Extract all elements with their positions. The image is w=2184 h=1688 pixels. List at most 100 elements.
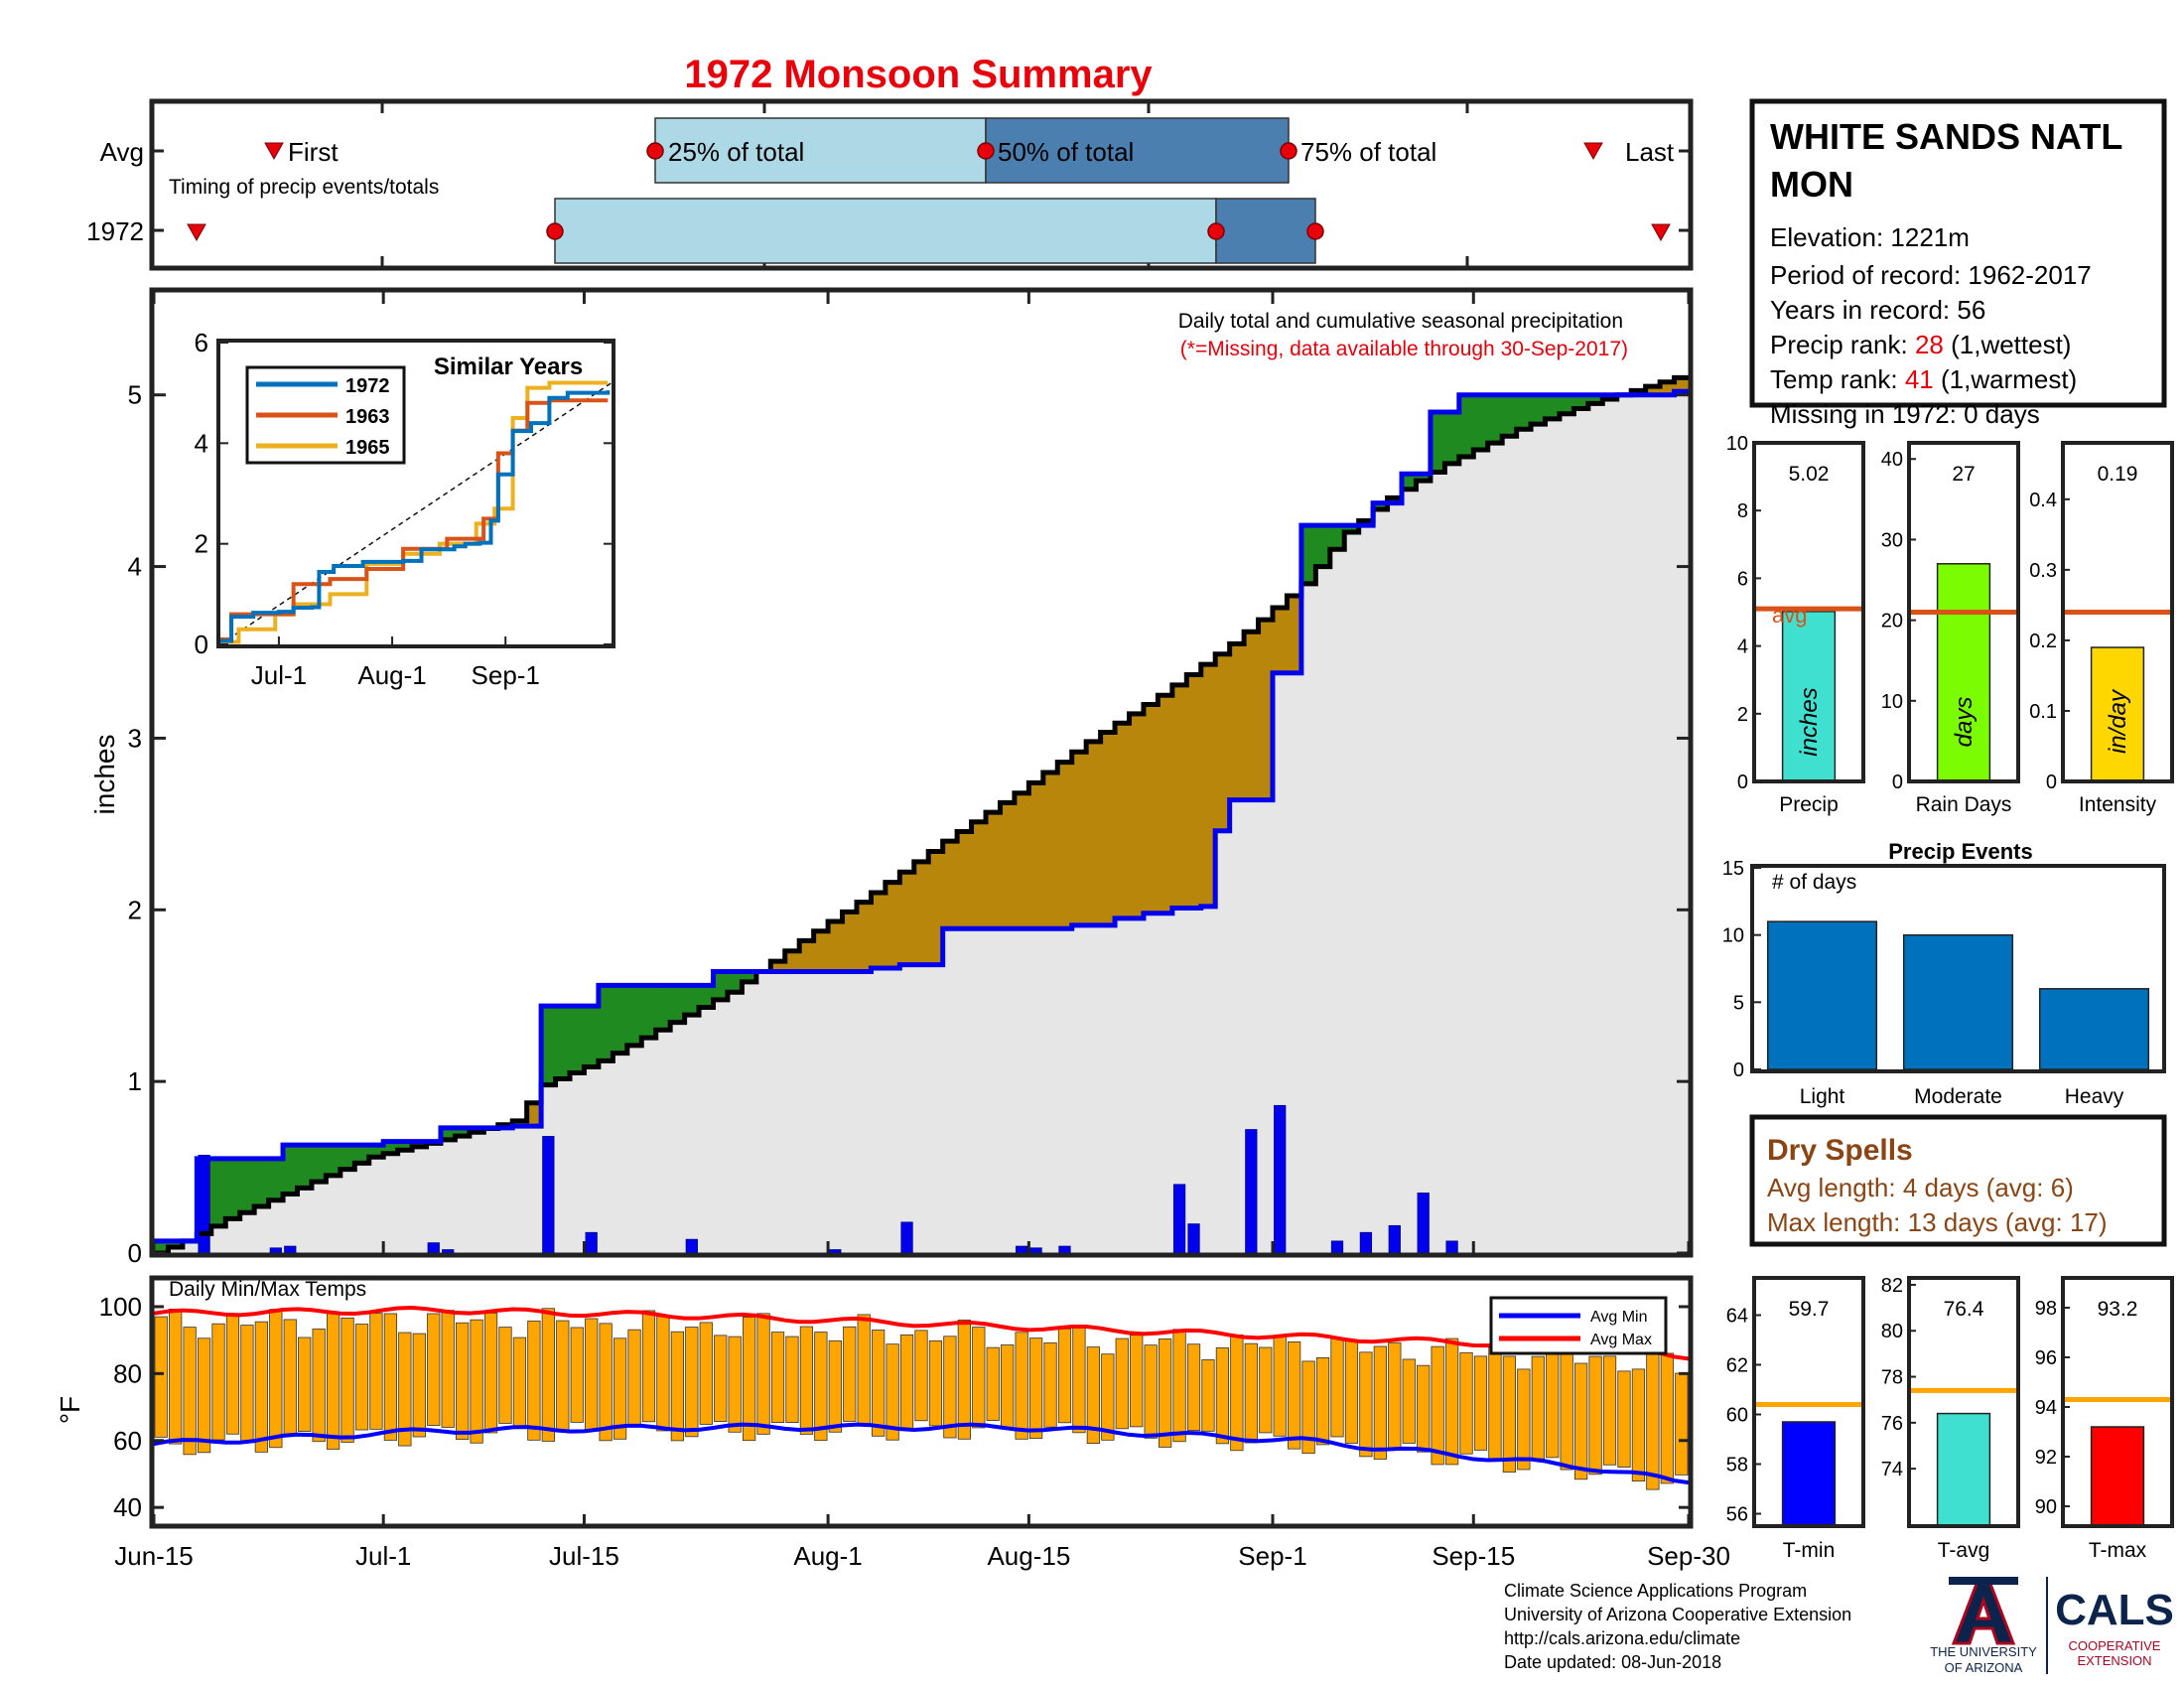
temps-xtick-label: Jun-15	[114, 1541, 194, 1571]
cumulative-diff-fill	[1115, 723, 1131, 918]
observed-cumulative-line	[154, 388, 1689, 1244]
cumulative-diff-fill	[1674, 377, 1690, 392]
summary-2-frame	[2061, 441, 2174, 783]
summary-0-value: 5.02	[1789, 463, 1830, 486]
summary-0-ytick-label: 4	[1737, 636, 1748, 658]
daily-temp-bar	[585, 1318, 599, 1431]
inset-xtick-label: Jul-1	[251, 660, 307, 690]
cals-logo-sub1: COOPERATIVE	[2069, 1638, 2161, 1653]
cumulative-diff-fill	[526, 1102, 542, 1127]
temp-summary-2-ytick-label: 94	[2035, 1397, 2057, 1419]
daily-temp-bar	[1359, 1351, 1373, 1458]
events-plot-area: Light Moderate Heavy 0 5 10 15	[1722, 858, 2162, 1108]
cumulative-diff-fill	[613, 985, 628, 1054]
daily-temp-bar	[1072, 1326, 1086, 1434]
daily-precip-bar	[585, 1231, 598, 1254]
cumulative-diff-fill	[885, 882, 900, 969]
timing-row-year-label: 1972	[86, 216, 144, 246]
cumulative-diff-fill	[1473, 394, 1489, 451]
cumulative-diff-fill	[899, 872, 915, 965]
temp-summary-0-ytick-label: 58	[1726, 1455, 1748, 1477]
daily-temp-bar	[1646, 1349, 1660, 1490]
daily-precip-bar	[1058, 1245, 1071, 1254]
daily-temp-bar	[1144, 1344, 1158, 1439]
temps-legend	[1489, 1296, 1668, 1355]
cumulative-diff-fill	[168, 1240, 184, 1247]
events-ytick-label: 15	[1722, 858, 1744, 880]
cumulative-diff-fill	[283, 1145, 299, 1195]
daily-temp-bar	[1043, 1341, 1057, 1428]
cumulative-diff-fill	[1258, 620, 1274, 800]
timing-last-label: Last	[1625, 137, 1675, 167]
daily-temp-bar	[512, 1336, 527, 1429]
cumulative-diff-fill	[670, 985, 686, 1023]
daily-temp-bar	[1431, 1345, 1444, 1466]
daily-temp-bar	[857, 1314, 871, 1425]
summary-2-ytick-label: 0	[2046, 772, 2057, 793]
daily-temp-bar	[570, 1327, 584, 1423]
cumulative-diff-fill	[297, 1145, 313, 1189]
cumulative-diff-fill	[1186, 674, 1202, 909]
cumulative-diff-fill	[1416, 474, 1432, 482]
daily-temp-bar	[1259, 1346, 1273, 1434]
daily-temp-bar	[972, 1327, 986, 1429]
cumulative-diff-fill	[1516, 394, 1532, 430]
precip-events-panel: Light Moderate Heavy 0 5 10 15 Precip Events #…	[1722, 839, 2166, 1108]
cumulative-diff-fill	[1215, 653, 1231, 831]
cumulative-diff-fill	[1042, 773, 1058, 929]
daily-precip-bar	[269, 1247, 282, 1254]
temp-summary-2-label: T-max	[2089, 1539, 2147, 1562]
daily-temp-bar	[1273, 1336, 1287, 1437]
daily-temp-bar	[154, 1316, 168, 1438]
daily-precip-bar	[1172, 1184, 1186, 1254]
cumulative-diff-fill	[440, 1127, 457, 1140]
temp-summary-panels: 56 58 60 62 64 59.7 T-min 74 76 78 80 82 76.4 T-avg 90…	[1726, 1275, 2174, 1562]
daily-temp-bar	[1631, 1368, 1646, 1481]
temp-summary-1-ytick-label: 74	[1881, 1459, 1903, 1480]
daily-temp-bar	[627, 1329, 641, 1428]
temp-summary-1-ytick-label: 80	[1881, 1321, 1903, 1342]
cumulative-diff-fill	[1444, 412, 1460, 464]
summary-1-ytick-label: 30	[1881, 529, 1903, 551]
temp-summary-2-frame	[2061, 1276, 2174, 1528]
temp-summary-0-label: T-min	[1783, 1539, 1836, 1562]
summary-1-unit: days	[1951, 697, 1978, 748]
daily-temp-bar	[383, 1313, 398, 1441]
daily-temp-bar	[1488, 1346, 1502, 1462]
temp-summary-0-ytick-label: 64	[1726, 1306, 1748, 1328]
daily-precip-bar	[1274, 1104, 1287, 1254]
daily-precip-bar	[1388, 1224, 1401, 1254]
cumulative-ytick-label: 5	[128, 380, 142, 410]
cumulative-diff-fill	[1171, 684, 1187, 909]
events-ytick-label: 10	[1722, 925, 1744, 947]
summary-2-ytick-label: 0.1	[2029, 701, 2057, 723]
footer: Climate Science Applications Program Uni…	[1504, 1581, 1851, 1672]
daily-temp-bar	[541, 1308, 555, 1442]
timing-row-avg-label: Avg	[100, 137, 144, 167]
temp-summary-0-ytick-label: 56	[1726, 1504, 1748, 1526]
daily-precip-bar	[198, 1155, 210, 1254]
temp-summary-2-ytick-label: 98	[2035, 1298, 2057, 1320]
events-ytick-label: 0	[1733, 1059, 1744, 1081]
dry-spells-title: Dry Spells	[1767, 1134, 1913, 1167]
daily-temp-bar	[699, 1322, 713, 1425]
temps-xtick-label: Jul-1	[355, 1541, 411, 1571]
temp-summary-0-bar	[1781, 1421, 1837, 1527]
daily-temp-bar	[183, 1327, 197, 1456]
daily-temp-bar	[1459, 1351, 1473, 1455]
summary-0-bar	[1781, 611, 1837, 782]
inset-ytick-label: 6	[195, 328, 208, 357]
cumulative-diff-fill	[1344, 525, 1360, 532]
temp-summary-1-value: 76.4	[1944, 1298, 1984, 1321]
daily-precip-bar	[442, 1249, 455, 1254]
daily-temp-bar	[1115, 1337, 1129, 1430]
cumulative-diff-fill	[340, 1145, 355, 1170]
cumulative-diff-fill	[856, 902, 873, 972]
cumulative-diff-fill	[584, 1006, 600, 1067]
footer-line4: Date updated: 08-Jun-2018	[1504, 1652, 1721, 1672]
temps-y-axis-label: °F	[55, 1396, 85, 1424]
temps-plot-area: 40 60 80 100 Jun-15 Jul-1 Jul-15 Aug-1 Aug-15 Sep…	[99, 1280, 1730, 1571]
summary-1-bar	[1936, 563, 1991, 782]
daily-temp-bar	[427, 1313, 441, 1426]
daily-temp-bar	[899, 1334, 914, 1431]
